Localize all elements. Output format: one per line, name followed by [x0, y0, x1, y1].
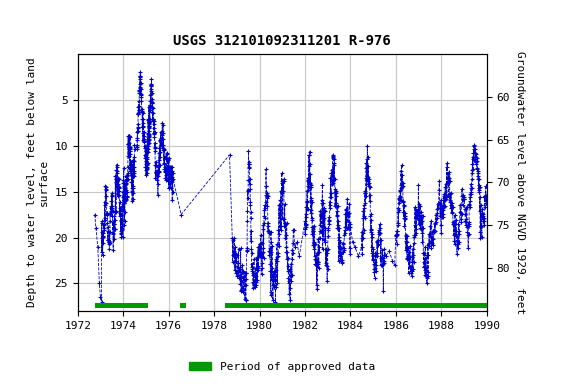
Legend: Period of approved data: Period of approved data	[185, 358, 380, 377]
Bar	[180, 303, 185, 308]
Title: USGS 312101092311201 R-976: USGS 312101092311201 R-976	[173, 35, 391, 48]
Y-axis label: Depth to water level, feet below land
surface: Depth to water level, feet below land su…	[28, 58, 49, 307]
Bar	[225, 303, 487, 308]
Bar	[95, 303, 148, 308]
Y-axis label: Groundwater level above NGVD 1929, feet: Groundwater level above NGVD 1929, feet	[516, 51, 525, 314]
